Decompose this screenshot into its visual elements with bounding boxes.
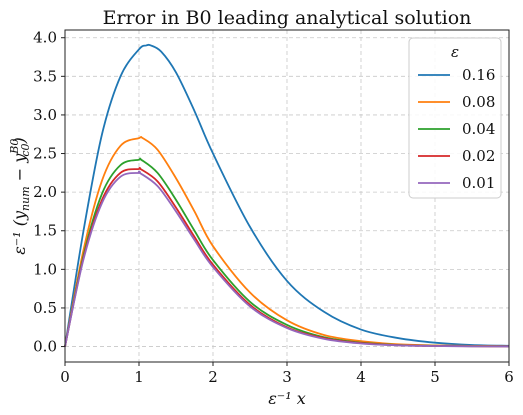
- x-axis-label: ε⁻¹ x: [268, 389, 306, 408]
- y-tick-label: 4.0: [33, 29, 57, 47]
- x-ticks: 0 1 2 3 4 5 6: [60, 362, 514, 386]
- y-tick-label: 2.0: [33, 183, 57, 201]
- x-tick-label: 0: [60, 368, 70, 386]
- legend: ε 0.16 0.08 0.04 0.02 0.01: [408, 37, 502, 199]
- x-tick-label: 2: [208, 368, 218, 386]
- legend-label-0.01: 0.01: [462, 174, 495, 192]
- x-tick-label: 4: [356, 368, 366, 386]
- legend-box: [408, 37, 502, 199]
- series-lines: [64, 43, 510, 348]
- x-tick-label: 5: [430, 368, 440, 386]
- y-label-suffix: ): [10, 137, 29, 144]
- legend-label-0.04: 0.04: [462, 120, 495, 138]
- series-line-0.16: [64, 43, 510, 347]
- legend-label-0.16: 0.16: [462, 66, 495, 84]
- y-tick-label: 1.5: [33, 222, 57, 240]
- legend-label-0.08: 0.08: [462, 93, 495, 111]
- y-tick-label: 0.5: [33, 299, 57, 317]
- x-tick-label: 3: [282, 368, 292, 386]
- y-label-sub-num: num: [19, 186, 32, 211]
- x-tick-label: 1: [134, 368, 144, 386]
- y-label-prefix: ε⁻¹ (y: [10, 210, 29, 255]
- y-axis-label: ε⁻¹ (ynum − yB0c0): [8, 137, 32, 255]
- series-line-0.01: [64, 170, 510, 348]
- x-tick-label: 6: [504, 368, 514, 386]
- y-tick-label: 3.0: [33, 106, 57, 124]
- legend-title: ε: [451, 43, 459, 61]
- y-tick-label: 0.0: [33, 338, 57, 356]
- y-label-sup: B0: [8, 139, 21, 155]
- y-tick-label: 2.5: [33, 145, 57, 163]
- legend-items: 0.16 0.08 0.04 0.02 0.01: [418, 66, 495, 192]
- y-tick-label: 1.0: [33, 260, 57, 278]
- y-label-sub-c0: c0: [19, 143, 32, 156]
- y-ticks: 0.0 0.5 1.0 1.5 2.0 2.5 3.0 3.5 4.0: [33, 29, 65, 356]
- legend-label-0.02: 0.02: [462, 147, 495, 165]
- y-label-middle: − y: [10, 153, 29, 187]
- y-tick-label: 3.5: [33, 67, 57, 85]
- chart-title: Error in B0 leading analytical solution: [103, 7, 472, 29]
